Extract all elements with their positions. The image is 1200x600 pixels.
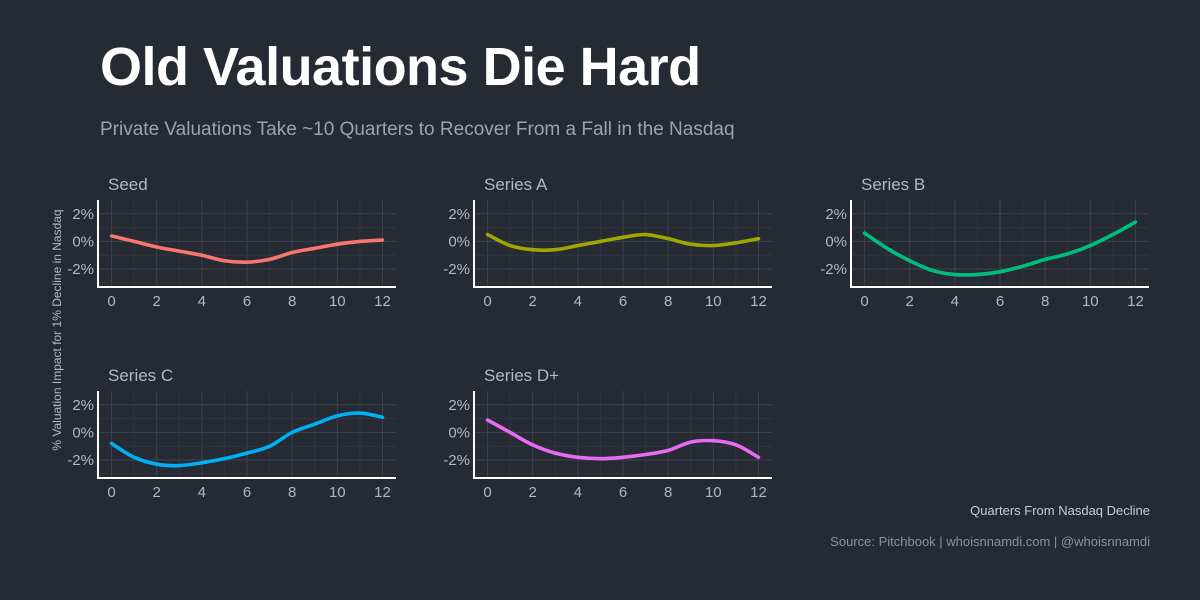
x-tick-label: 2 — [153, 293, 161, 310]
y-tick-label: -2% — [820, 261, 847, 278]
series-line-series-a — [485, 232, 761, 253]
facet-title: Series A — [484, 175, 548, 194]
facet-title: Series C — [108, 366, 173, 385]
chart-title: Old Valuations Die Hard — [100, 37, 701, 97]
y-tick-label: 2% — [72, 206, 94, 223]
y-tick-label: 0% — [72, 233, 94, 250]
x-tick-label: 4 — [198, 484, 206, 501]
x-tick-label: 2 — [906, 293, 914, 310]
x-tick-label: 0 — [860, 293, 868, 310]
x-tick-label: 6 — [619, 293, 627, 310]
x-tick-label: 2 — [529, 484, 537, 501]
facet-series-d: Series D+ 2% 0% -2% 0 2 4 6 8 10 12 — [443, 366, 772, 501]
x-tick-label: 0 — [107, 293, 115, 310]
y-tick-label: 2% — [72, 397, 94, 414]
x-tick-label: 0 — [483, 293, 491, 310]
series-line-seed — [109, 234, 385, 264]
x-tick-label: 8 — [1041, 293, 1049, 310]
x-tick-label: 12 — [374, 484, 391, 501]
y-tick-label: -2% — [443, 452, 470, 469]
facet-title: Seed — [108, 175, 148, 194]
x-tick-label: 12 — [750, 484, 767, 501]
y-tick-label: 0% — [72, 424, 94, 441]
x-tick-label: 6 — [243, 293, 251, 310]
facet-seed: Seed 2% 0% -2% 0 2 4 6 8 10 12 — [67, 175, 396, 310]
x-tick-label: 4 — [574, 293, 582, 310]
facet-series-c: Series C 2% 0% -2% 0 2 4 6 8 10 12 — [67, 366, 396, 501]
x-tick-label: 12 — [1127, 293, 1144, 310]
x-tick-label: 10 — [1082, 293, 1099, 310]
x-tick-label: 6 — [619, 484, 627, 501]
y-tick-label: 2% — [448, 206, 470, 223]
x-tick-label: 10 — [329, 484, 346, 501]
y-tick-label: 2% — [448, 397, 470, 414]
x-tick-label: 12 — [750, 293, 767, 310]
x-tick-label: 8 — [288, 484, 296, 501]
x-tick-label: 6 — [996, 293, 1004, 310]
series-line-series-d — [485, 418, 761, 461]
x-tick-label: 12 — [374, 293, 391, 310]
x-axis-label: Quarters From Nasdaq Decline — [970, 503, 1150, 518]
series-line-series-b — [862, 220, 1138, 277]
y-tick-label: -2% — [67, 452, 94, 469]
x-tick-label: 4 — [574, 484, 582, 501]
facet-title: Series B — [861, 175, 925, 194]
y-tick-label: -2% — [443, 261, 470, 278]
x-tick-label: 10 — [329, 293, 346, 310]
x-tick-label: 4 — [951, 293, 959, 310]
x-tick-label: 0 — [107, 484, 115, 501]
x-tick-label: 8 — [664, 484, 672, 501]
x-tick-label: 0 — [483, 484, 491, 501]
y-tick-label: 2% — [825, 206, 847, 223]
x-tick-label: 8 — [664, 293, 672, 310]
y-tick-label: 0% — [448, 233, 470, 250]
series-line-series-c — [109, 411, 385, 468]
x-tick-label: 4 — [198, 293, 206, 310]
x-tick-label: 8 — [288, 293, 296, 310]
x-tick-label: 10 — [705, 293, 722, 310]
x-tick-label: 6 — [243, 484, 251, 501]
x-tick-label: 10 — [705, 484, 722, 501]
y-tick-label: 0% — [448, 424, 470, 441]
y-tick-label: -2% — [67, 261, 94, 278]
chart-subtitle: Private Valuations Take ~10 Quarters to … — [100, 119, 735, 140]
source-caption: Source: Pitchbook | whoisnnamdi.com | @w… — [830, 534, 1150, 549]
y-tick-label: 0% — [825, 233, 847, 250]
x-tick-label: 2 — [153, 484, 161, 501]
facet-series-a: Series A 2% 0% -2% 0 2 4 6 8 10 12 — [443, 175, 772, 310]
facet-title: Series D+ — [484, 366, 559, 385]
x-tick-label: 2 — [529, 293, 537, 310]
facet-series-b: Series B 2% 0% -2% 0 2 4 6 8 10 12 — [820, 175, 1149, 310]
